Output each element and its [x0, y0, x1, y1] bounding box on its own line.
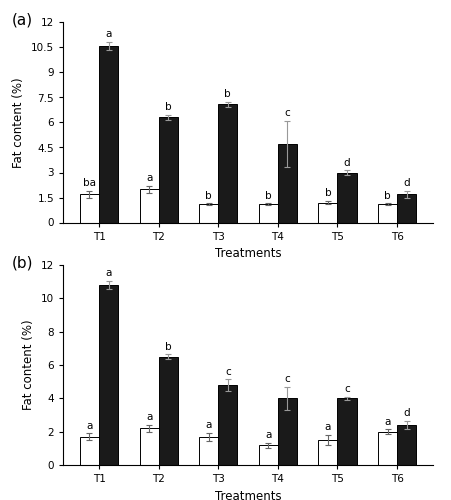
- Y-axis label: Fat content (%): Fat content (%): [22, 320, 35, 410]
- Bar: [99, 285, 118, 465]
- Bar: [159, 356, 178, 465]
- Text: a: a: [146, 412, 152, 422]
- Text: a: a: [325, 422, 331, 432]
- Text: c: c: [344, 384, 350, 394]
- Text: (a): (a): [11, 12, 32, 28]
- Text: b: b: [165, 342, 171, 351]
- Text: b: b: [205, 191, 212, 201]
- Text: b: b: [384, 191, 391, 201]
- Bar: [259, 204, 278, 223]
- Bar: [278, 398, 297, 465]
- Text: a: a: [265, 430, 272, 440]
- Bar: [199, 436, 218, 465]
- Text: a: a: [106, 268, 112, 278]
- Bar: [139, 428, 159, 465]
- Bar: [318, 202, 337, 222]
- Text: d: d: [344, 158, 350, 168]
- Legend: raw fish, fried fish: raw fish, fried fish: [181, 272, 315, 290]
- Bar: [378, 432, 397, 465]
- Text: c: c: [285, 108, 290, 118]
- Bar: [80, 194, 99, 222]
- Text: a: a: [86, 421, 92, 431]
- Text: b: b: [225, 89, 231, 99]
- Bar: [218, 104, 237, 222]
- X-axis label: Treatments: Treatments: [215, 490, 281, 500]
- X-axis label: Treatments: Treatments: [215, 247, 281, 260]
- Bar: [337, 172, 357, 222]
- Text: a: a: [384, 416, 391, 426]
- Bar: [80, 436, 99, 465]
- Bar: [139, 189, 159, 222]
- Text: ba: ba: [83, 178, 96, 188]
- Bar: [397, 425, 416, 465]
- Bar: [278, 144, 297, 222]
- Y-axis label: Fat content (%): Fat content (%): [13, 77, 25, 168]
- Bar: [259, 445, 278, 465]
- Bar: [199, 204, 218, 223]
- Bar: [337, 398, 357, 465]
- Text: b: b: [165, 102, 171, 113]
- Text: b: b: [325, 188, 331, 198]
- Text: a: a: [146, 174, 152, 184]
- Bar: [99, 46, 118, 222]
- Bar: [318, 440, 337, 465]
- Text: a: a: [206, 420, 212, 430]
- Bar: [397, 194, 416, 222]
- Text: c: c: [225, 366, 230, 376]
- Text: (b): (b): [11, 255, 33, 270]
- Text: a: a: [106, 29, 112, 39]
- Text: b: b: [265, 191, 272, 201]
- Bar: [378, 204, 397, 223]
- Text: c: c: [285, 374, 290, 384]
- Bar: [159, 118, 178, 222]
- Text: d: d: [403, 178, 410, 188]
- Text: d: d: [403, 408, 410, 418]
- Bar: [218, 385, 237, 465]
